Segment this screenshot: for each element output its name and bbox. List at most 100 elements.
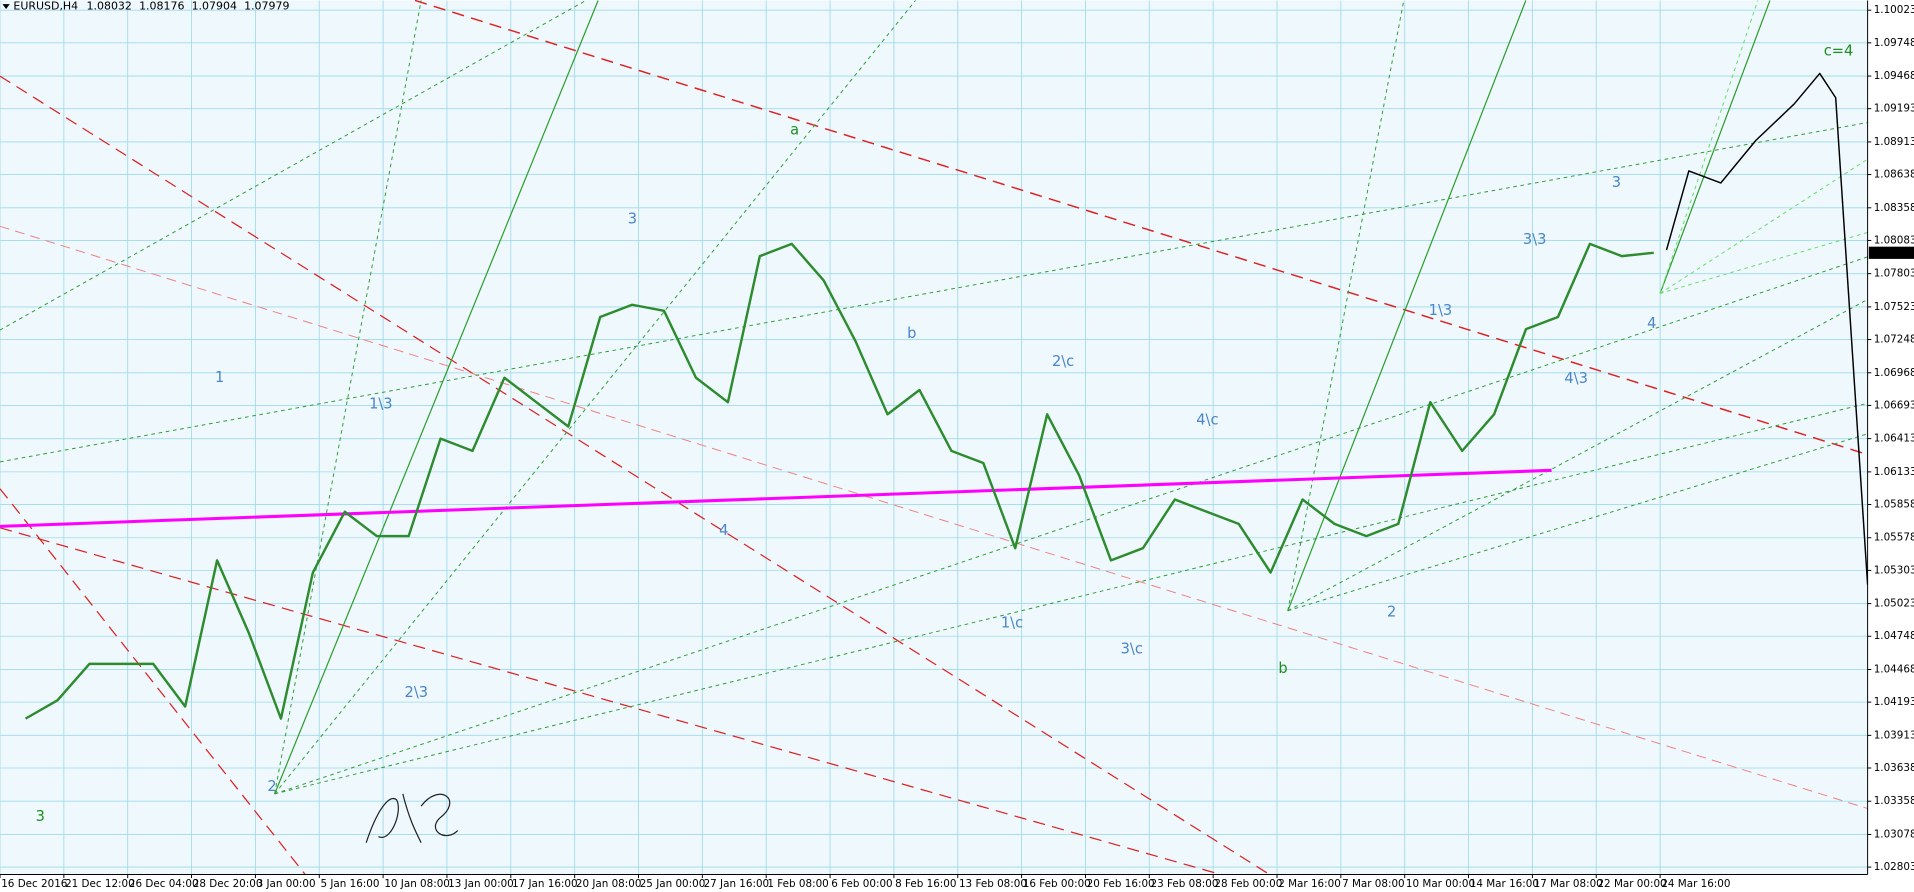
price-marker <box>1868 246 1914 259</box>
y-tick-label: 1.04193 <box>1874 696 1914 708</box>
fan-line <box>274 0 916 795</box>
wave-label: 2 <box>267 778 276 795</box>
x-tick-label: 17 Jan 16:00 <box>512 878 578 890</box>
y-tick-label: 1.05858 <box>1874 499 1914 511</box>
fan-line <box>0 0 587 331</box>
wave-label: b <box>907 325 916 342</box>
y-tick-label: 1.08358 <box>1874 202 1914 214</box>
y-tick-label: 1.03358 <box>1874 795 1914 807</box>
y-tick-label: 1.07803 <box>1874 268 1914 280</box>
x-tick-label: 3 Jan 00:00 <box>257 878 316 890</box>
wave-label: 4\3 <box>1564 370 1588 387</box>
x-tick-label: 20 Jan 08:00 <box>576 878 642 890</box>
y-tick-label: 1.08913 <box>1874 136 1914 148</box>
x-axis-panel <box>0 874 1914 892</box>
wave-label: 3 <box>36 808 45 825</box>
y-tick-label: 1.03913 <box>1874 729 1914 741</box>
fan-line <box>274 0 599 795</box>
wave-label: 1 <box>215 369 224 386</box>
y-axis-panel <box>1867 0 1914 892</box>
x-tick-label: 16 Dec 2016 <box>1 878 67 890</box>
price-line <box>24 242 1654 720</box>
y-tick-label: 1.04748 <box>1874 630 1914 642</box>
y-tick-label: 1.06413 <box>1874 433 1914 445</box>
x-tick-label: 7 Mar 08:00 <box>1342 878 1405 890</box>
x-tick-label: 13 Jan 00:00 <box>448 878 514 890</box>
x-tick-label: 24 Mar 16:00 <box>1661 878 1730 890</box>
x-tick-label: 1 Feb 08:00 <box>767 878 828 890</box>
wave-label: 2 <box>1387 604 1396 621</box>
wave-label: a <box>790 122 799 139</box>
y-tick-label: 1.03638 <box>1874 762 1914 774</box>
y-tick-label: 1.06693 <box>1874 399 1914 411</box>
trend-line <box>0 75 1270 875</box>
y-tick-label: 1.10023 <box>1874 4 1914 16</box>
x-tick-label: 6 Feb 00:00 <box>831 878 892 890</box>
x-tick-label: 10 Jan 08:00 <box>384 878 450 890</box>
y-tick-label: 1.07248 <box>1874 334 1914 346</box>
x-tick-label: 20 Feb 16:00 <box>1087 878 1155 890</box>
trend-line <box>0 225 1868 810</box>
x-tick-label: 13 Feb 08:00 <box>959 878 1027 890</box>
wave-label: 3 <box>1612 174 1621 191</box>
wave-label: 2\3 <box>405 684 429 701</box>
y-tick-label: 1.09193 <box>1874 103 1914 115</box>
wave-label: 1\c <box>1001 615 1023 632</box>
fan-line <box>0 122 1868 463</box>
fan-line <box>1659 0 1771 294</box>
y-tick-label: 1.05023 <box>1874 598 1914 610</box>
x-tick-label: 22 Mar 00:00 <box>1597 878 1666 890</box>
wave-label: 3\3 <box>1523 231 1547 248</box>
menu-icon[interactable] <box>2 4 10 10</box>
fan-line <box>274 256 1868 795</box>
y-tick-label: 1.08083 <box>1874 234 1914 246</box>
x-tick-label: 27 Jan 16:00 <box>704 878 770 890</box>
wave-label: 1\3 <box>1429 302 1453 319</box>
trend-line <box>0 468 1552 528</box>
close: 1.07979 <box>244 0 289 13</box>
fan-line <box>1659 0 1759 294</box>
x-tick-label: 17 Mar 08:00 <box>1534 878 1603 890</box>
y-tick-label: 1.09468 <box>1874 70 1914 82</box>
wave-label: 2\c <box>1052 353 1074 370</box>
x-tick-label: 28 Dec 20:00 <box>193 878 263 890</box>
wave-label: 1\3 <box>369 396 393 413</box>
y-tick-label: 1.08638 <box>1874 169 1914 181</box>
x-tick-label: 16 Feb 00:00 <box>1023 878 1091 890</box>
high: 1.08176 <box>139 0 184 13</box>
wave-label: 4 <box>719 522 728 539</box>
x-tick-label: 25 Jan 00:00 <box>640 878 706 890</box>
symbol: EURUSD,H4 <box>13 0 78 13</box>
header: EURUSD,H4 1.08032 1.08176 1.07904 1.0797… <box>2 0 289 13</box>
plot-area <box>0 0 1868 875</box>
fan-line <box>274 0 422 794</box>
price-line <box>1665 72 1869 585</box>
y-tick-label: 1.05303 <box>1874 564 1914 576</box>
wave-label: 3\c <box>1121 640 1143 657</box>
wave-label: 4 <box>1647 315 1656 332</box>
wave-label: 3 <box>628 211 637 228</box>
grid <box>0 0 1868 875</box>
y-tick-label: 1.06968 <box>1874 367 1914 379</box>
x-tick-label: 8 Feb 16:00 <box>895 878 956 890</box>
x-tick-label: 26 Dec 04:00 <box>129 878 199 890</box>
x-tick-label: 5 Jan 16:00 <box>320 878 379 890</box>
signature <box>365 793 459 843</box>
fan-line <box>1287 433 1868 612</box>
fan-line <box>274 402 1868 795</box>
y-tick-label: 1.06133 <box>1874 466 1914 478</box>
x-tick-label: 21 Dec 12:00 <box>65 878 135 890</box>
x-tick-label: 2 Mar 16:00 <box>1278 878 1341 890</box>
x-tick-label: 14 Mar 16:00 <box>1470 878 1539 890</box>
x-tick-label: 10 Mar 00:00 <box>1406 878 1475 890</box>
y-tick-label: 1.05578 <box>1874 532 1914 544</box>
fan-line <box>1287 0 1405 611</box>
y-tick-label: 1.07523 <box>1874 301 1914 313</box>
y-tick-label: 1.04468 <box>1874 663 1914 675</box>
axes: 1.02803 1.03078 1.03358 1.03638 1.03913 1.041… <box>0 4 1914 890</box>
trend-line <box>0 488 306 875</box>
wave-label: b <box>1278 660 1287 677</box>
open: 1.08032 <box>87 0 132 13</box>
